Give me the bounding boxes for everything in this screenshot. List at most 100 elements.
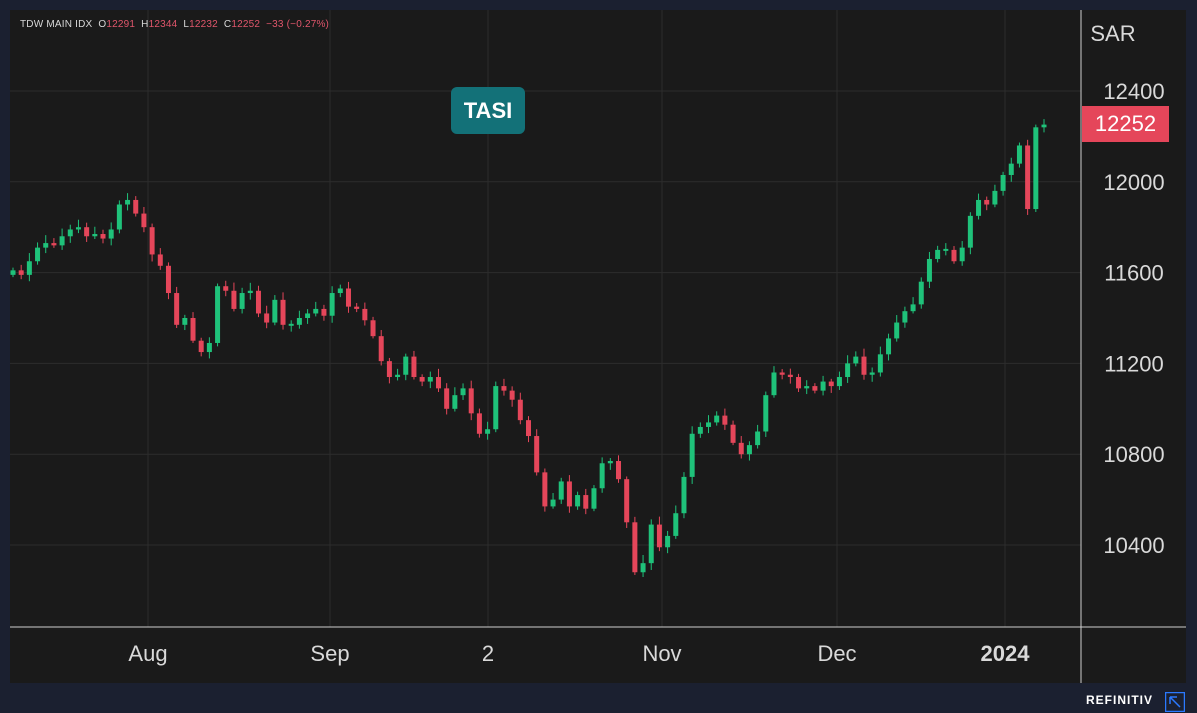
candle-body[interactable] bbox=[247, 290, 253, 294]
candle-body[interactable] bbox=[583, 495, 589, 509]
candle-body[interactable] bbox=[763, 395, 769, 432]
candle-body[interactable] bbox=[542, 472, 548, 507]
candle-body[interactable] bbox=[1000, 174, 1006, 191]
candle-body[interactable] bbox=[722, 415, 728, 425]
candle-body[interactable] bbox=[141, 213, 147, 228]
candle-body[interactable] bbox=[460, 388, 466, 396]
candle-body[interactable] bbox=[125, 199, 131, 205]
candle-body[interactable] bbox=[517, 399, 523, 421]
candle-body[interactable] bbox=[706, 422, 712, 427]
candle-body[interactable] bbox=[599, 463, 605, 489]
candle-body[interactable] bbox=[84, 227, 90, 237]
candle-body[interactable] bbox=[697, 426, 703, 434]
candle-body[interactable] bbox=[452, 395, 458, 409]
candle-body[interactable] bbox=[149, 227, 155, 255]
candle-body[interactable] bbox=[10, 270, 16, 275]
candle-body[interactable] bbox=[926, 258, 932, 282]
candle-body[interactable] bbox=[632, 522, 638, 573]
candle-body[interactable] bbox=[206, 342, 212, 353]
candle-body[interactable] bbox=[26, 261, 32, 275]
candle-body[interactable] bbox=[869, 372, 875, 375]
candle-body[interactable] bbox=[796, 377, 802, 389]
candle-body[interactable] bbox=[255, 290, 261, 314]
candle-body[interactable] bbox=[640, 563, 646, 573]
candle-body[interactable] bbox=[951, 249, 957, 262]
candle-body[interactable] bbox=[395, 374, 401, 378]
candle-body[interactable] bbox=[1041, 124, 1047, 128]
candle-body[interactable] bbox=[345, 288, 351, 307]
candle-body[interactable] bbox=[967, 215, 973, 248]
candle-body[interactable] bbox=[313, 308, 319, 314]
candle-body[interactable] bbox=[607, 461, 613, 464]
candle-body[interactable] bbox=[362, 308, 368, 321]
candle-body[interactable] bbox=[771, 372, 777, 396]
candle-body[interactable] bbox=[133, 199, 139, 214]
candle-body[interactable] bbox=[198, 340, 204, 353]
candle-body[interactable] bbox=[673, 513, 679, 536]
candle-body[interactable] bbox=[894, 322, 900, 339]
candle-body[interactable] bbox=[116, 204, 122, 230]
candle-body[interactable] bbox=[174, 293, 180, 325]
candle-body[interactable] bbox=[656, 524, 662, 548]
candle-body[interactable] bbox=[485, 429, 491, 434]
candle-body[interactable] bbox=[272, 299, 278, 323]
candle-body[interactable] bbox=[918, 281, 924, 305]
candle-body[interactable] bbox=[223, 286, 229, 291]
candle-body[interactable] bbox=[558, 481, 564, 500]
candle-body[interactable] bbox=[836, 377, 842, 387]
candle-body[interactable] bbox=[337, 288, 343, 294]
candle-body[interactable] bbox=[992, 190, 998, 205]
candle-body[interactable] bbox=[288, 323, 294, 326]
candle-body[interactable] bbox=[18, 270, 24, 275]
candle-body[interactable] bbox=[59, 236, 65, 246]
candle-body[interactable] bbox=[264, 313, 270, 323]
candle-body[interactable] bbox=[877, 354, 883, 373]
candle-body[interactable] bbox=[820, 381, 826, 391]
candle-body[interactable] bbox=[828, 381, 834, 387]
candle-body[interactable] bbox=[231, 290, 237, 309]
candle-body[interactable] bbox=[329, 293, 335, 316]
candle-body[interactable] bbox=[648, 524, 654, 564]
candle-body[interactable] bbox=[43, 243, 49, 248]
candle-body[interactable] bbox=[681, 476, 687, 514]
candle-body[interactable] bbox=[354, 306, 360, 309]
candle-body[interactable] bbox=[804, 386, 810, 389]
candle-body[interactable] bbox=[984, 199, 990, 205]
candle-body[interactable] bbox=[427, 377, 433, 382]
candle-body[interactable] bbox=[403, 356, 409, 375]
candle-body[interactable] bbox=[779, 372, 785, 375]
candle-body[interactable] bbox=[386, 361, 392, 378]
candle-body[interactable] bbox=[738, 442, 744, 455]
candle-body[interactable] bbox=[378, 336, 384, 362]
candle-body[interactable] bbox=[616, 461, 622, 480]
candle-body[interactable] bbox=[624, 479, 630, 523]
candle-body[interactable] bbox=[689, 433, 695, 477]
candle-body[interactable] bbox=[190, 318, 196, 341]
candle-body[interactable] bbox=[108, 229, 114, 239]
candle-body[interactable] bbox=[280, 299, 286, 325]
candle-body[interactable] bbox=[812, 386, 818, 391]
candle-body[interactable] bbox=[534, 436, 540, 473]
candle-body[interactable] bbox=[419, 377, 425, 382]
candle-body[interactable] bbox=[100, 234, 106, 239]
candle-body[interactable] bbox=[1025, 145, 1031, 210]
candle-body[interactable] bbox=[182, 318, 188, 325]
candle-body[interactable] bbox=[1033, 127, 1039, 210]
candle-body[interactable] bbox=[665, 535, 671, 548]
candle-body[interactable] bbox=[886, 338, 892, 355]
candle-body[interactable] bbox=[976, 199, 982, 216]
candle-body[interactable] bbox=[92, 234, 98, 237]
candle-body[interactable] bbox=[468, 388, 474, 414]
candle-body[interactable] bbox=[566, 481, 572, 507]
candle-body[interactable] bbox=[959, 247, 965, 262]
candle-body[interactable] bbox=[845, 363, 851, 378]
candle-body[interactable] bbox=[575, 495, 581, 507]
candle-body[interactable] bbox=[943, 248, 949, 251]
candle-body[interactable] bbox=[321, 308, 327, 316]
candle-body[interactable] bbox=[411, 356, 417, 378]
candle-body[interactable] bbox=[435, 377, 441, 389]
candle-body[interactable] bbox=[591, 488, 597, 509]
candle-body[interactable] bbox=[755, 431, 761, 446]
candle-body[interactable] bbox=[861, 356, 867, 375]
candle-body[interactable] bbox=[1008, 163, 1014, 175]
